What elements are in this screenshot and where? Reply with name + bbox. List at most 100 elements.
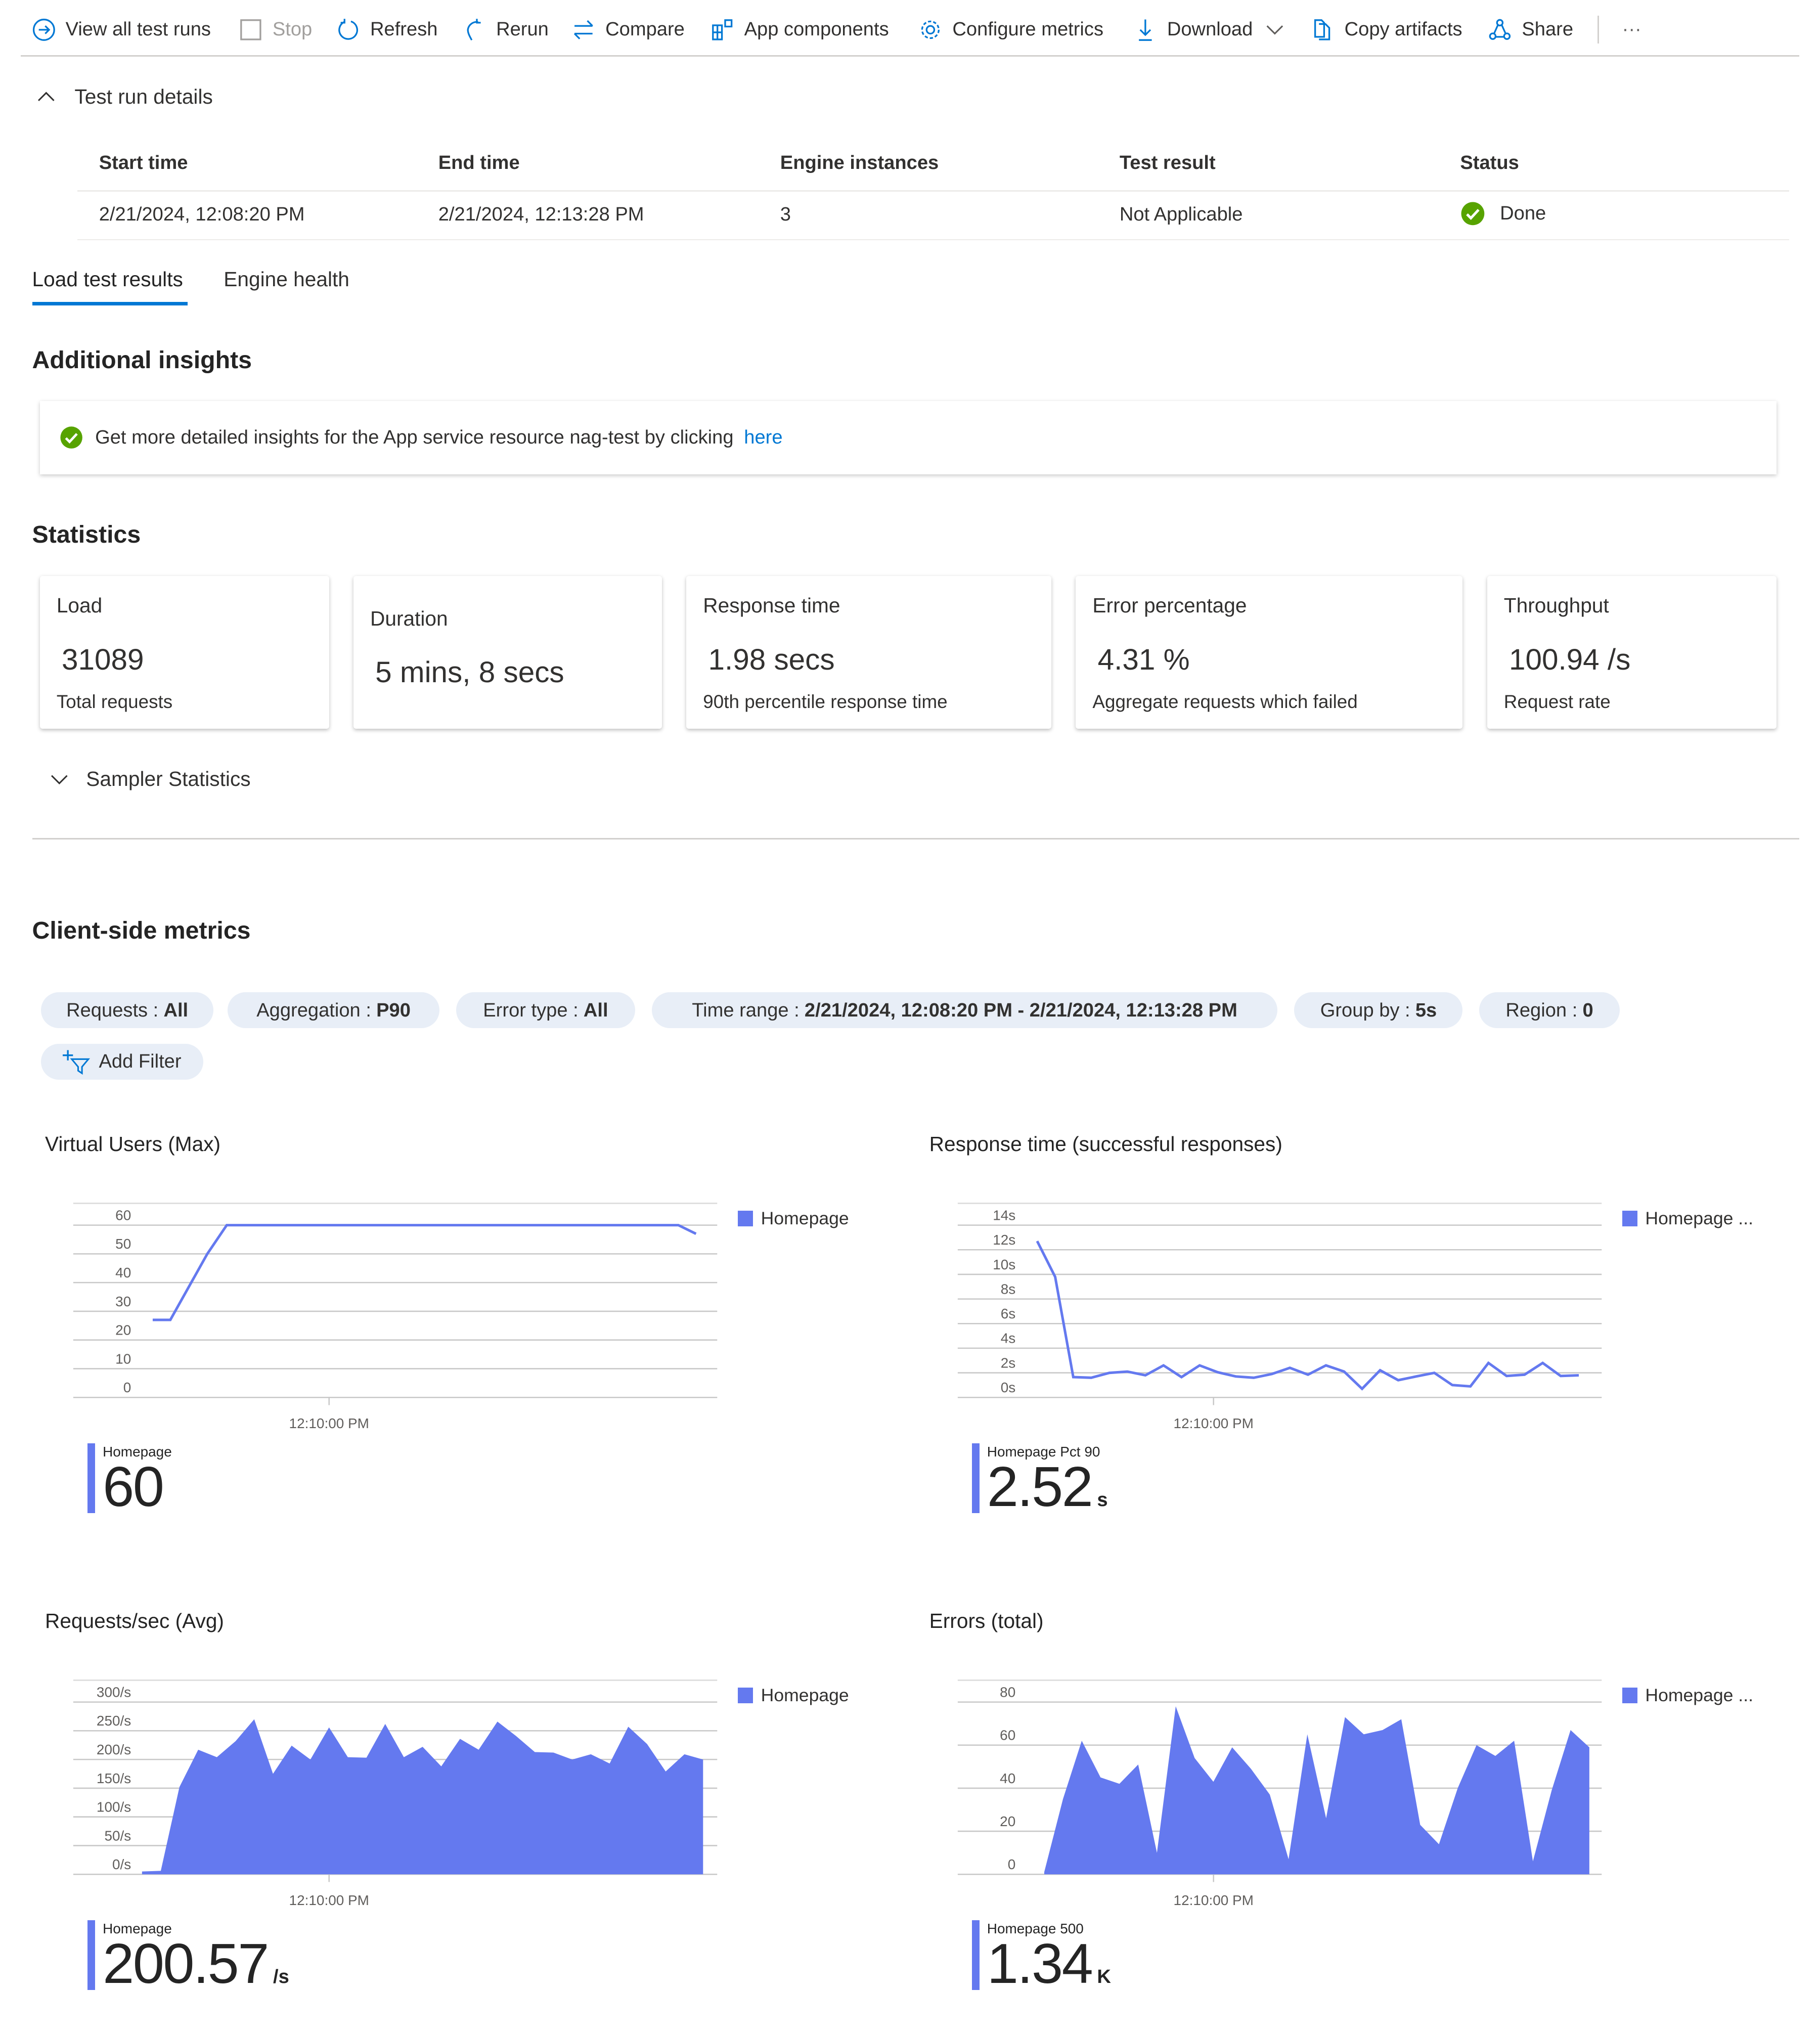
stat-card-duration: Duration 5 mins, 8 secs	[353, 576, 662, 729]
chart-summary: Homepage 200.57/s	[87, 1920, 289, 1992]
chevron-down-icon	[51, 775, 68, 784]
series-area	[142, 1719, 703, 1874]
y-tick-label: 100/s	[97, 1799, 131, 1815]
client-side-metrics-title: Client-side metrics	[32, 917, 251, 945]
virtual-users-chart: 60 50 40 30 20 10 0 12:10:00 PM	[73, 1202, 718, 1431]
stat-value: 4.31 %	[1097, 643, 1190, 676]
more-icon: ···	[1622, 18, 1641, 40]
tab-engine-health[interactable]: Engine health	[224, 268, 349, 291]
share-button[interactable]: Share	[1488, 16, 1573, 44]
x-tick-label: 12:10:00 PM	[289, 1416, 369, 1431]
compare-icon	[573, 20, 593, 39]
stat-title: Duration	[370, 606, 448, 630]
summary-label: Homepage 500	[987, 1921, 1084, 1937]
chart-legend[interactable]: Homepage	[737, 1208, 849, 1229]
y-tick-label: 200/s	[97, 1742, 131, 1757]
y-tick-label: 40	[115, 1265, 131, 1280]
filter-value: 5s	[1415, 999, 1437, 1021]
cell-engine-instances: 3	[780, 203, 791, 225]
tab-label: Engine health	[224, 267, 349, 291]
rerun-label: Rerun	[496, 18, 549, 40]
y-tick-label: 20	[1000, 1813, 1015, 1829]
stat-card-error-percentage: Error percentage 4.31 % Aggregate reques…	[1076, 576, 1463, 729]
app-components-button[interactable]: App components	[711, 16, 889, 44]
y-tick-label: 14s	[993, 1207, 1015, 1223]
stat-title: Error percentage	[1092, 594, 1247, 617]
copy-artifacts-label: Copy artifacts	[1344, 18, 1462, 40]
y-tick-label: 60	[115, 1207, 131, 1223]
statistics-title: Statistics	[32, 521, 141, 549]
refresh-button[interactable]: Refresh	[337, 16, 437, 44]
rerun-button[interactable]: Rerun	[463, 16, 549, 44]
x-tick-label: 12:10:00 PM	[1173, 1416, 1253, 1431]
y-tick-label: 0/s	[112, 1856, 131, 1872]
compare-button[interactable]: Compare	[572, 16, 685, 44]
tab-load-test-results[interactable]: Load test results	[32, 268, 183, 291]
y-tick-label: 2s	[1000, 1355, 1015, 1370]
stat-subtitle: Aggregate requests which failed	[1092, 691, 1358, 713]
chevron-up-icon	[38, 92, 55, 101]
stat-title: Response time	[703, 594, 840, 617]
filter-region[interactable]: Region :0	[1479, 992, 1620, 1029]
y-tick-label: 50	[115, 1236, 131, 1252]
stat-subtitle: Request rate	[1503, 691, 1611, 713]
insights-link[interactable]: here	[744, 426, 783, 449]
chart-legend[interactable]: Homepage ...	[1622, 1685, 1753, 1706]
more-button[interactable]: ···	[1622, 16, 1641, 44]
status-label: Done	[1500, 202, 1546, 224]
download-label: Download	[1167, 18, 1253, 40]
filter-time-range[interactable]: Time range :2/21/2024, 12:08:20 PM - 2/2…	[651, 992, 1278, 1029]
y-tick-label: 40	[1000, 1770, 1015, 1786]
chart-legend[interactable]: Homepage ...	[1622, 1208, 1753, 1229]
stop-button[interactable]: Stop	[239, 16, 312, 44]
share-label: Share	[1522, 18, 1574, 40]
download-button[interactable]: Download	[1134, 16, 1286, 44]
active-tab-indicator	[32, 302, 188, 305]
filter-value: All	[163, 999, 189, 1021]
copy-artifacts-button[interactable]: Copy artifacts	[1311, 16, 1462, 44]
y-tick-label: 150/s	[97, 1770, 131, 1786]
chevron-down-icon	[1266, 25, 1283, 35]
download-icon	[1138, 19, 1152, 41]
header-end-time: End time	[438, 151, 520, 173]
header-engine-instances: Engine instances	[780, 151, 939, 173]
configure-metrics-button[interactable]: Configure metrics	[919, 16, 1103, 44]
y-tick-label: 8s	[1000, 1281, 1015, 1297]
test-run-details-toggle[interactable]: Test run details	[36, 85, 213, 109]
y-tick-label: 300/s	[97, 1684, 131, 1700]
view-all-label: View all test runs	[65, 18, 211, 40]
table-header-divider	[77, 190, 1790, 192]
summary-label: Homepage	[103, 1921, 172, 1937]
filter-label: Group by :	[1320, 999, 1410, 1021]
filter-group-by[interactable]: Group by :5s	[1294, 992, 1463, 1029]
y-tick-label: 10s	[993, 1256, 1015, 1272]
filter-requests[interactable]: Requests : All	[41, 992, 213, 1029]
stop-label: Stop	[272, 18, 313, 40]
series-line	[1036, 1240, 1579, 1391]
legend-label: Homepage ...	[1645, 1208, 1753, 1229]
toolbar-border	[20, 55, 1800, 57]
y-tick-label: 250/s	[97, 1713, 131, 1729]
summary-value: 2.52	[987, 1455, 1093, 1519]
chart-legend[interactable]: Homepage	[737, 1685, 849, 1706]
y-tick-label: 0s	[1000, 1380, 1015, 1395]
filter-aggregation[interactable]: Aggregation : P90	[227, 992, 440, 1029]
y-tick-label: 10	[115, 1351, 131, 1366]
response-time-chart: 14s 12s 10s 8s 6s 4s 2s 0s 12:10:00 PM	[957, 1202, 1602, 1431]
chart-summary: Homepage 60	[87, 1443, 172, 1515]
stat-card-response-time: Response time 1.98 secs 90th percentile …	[686, 576, 1052, 729]
header-status: Status	[1460, 151, 1519, 173]
y-tick-label: 4s	[1000, 1330, 1015, 1346]
filter-label: Time range :	[692, 999, 800, 1021]
summary-value: 200.57	[103, 1932, 269, 1996]
filter-label: Region :	[1505, 999, 1578, 1021]
series-line	[152, 1223, 697, 1321]
header-test-result: Test result	[1119, 151, 1216, 173]
sampler-statistics-toggle[interactable]: Sampler Statistics	[49, 767, 251, 791]
chart-title-response-time: Response time (successful responses)	[929, 1132, 1282, 1156]
chart-title-requests-per-sec: Requests/sec (Avg)	[45, 1609, 224, 1633]
filter-error-type[interactable]: Error type : All	[456, 992, 635, 1029]
add-filter-button[interactable]: Add Filter	[41, 1043, 203, 1080]
x-tick-label: 12:10:00 PM	[289, 1892, 369, 1908]
view-all-test-runs-button[interactable]: View all test runs	[32, 16, 211, 44]
